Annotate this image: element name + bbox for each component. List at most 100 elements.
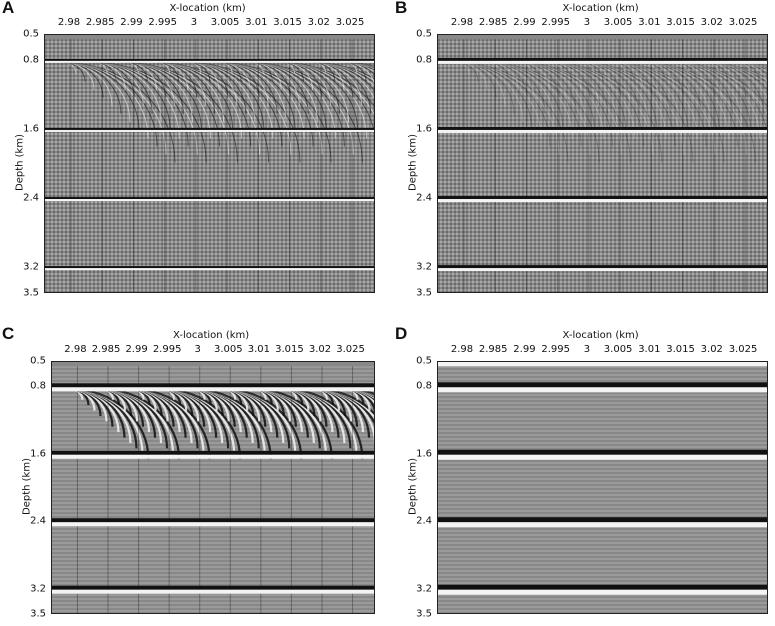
top-band bbox=[438, 362, 767, 367]
diffraction-arc bbox=[675, 62, 767, 107]
x-tick-label: 2.985 bbox=[478, 17, 508, 28]
reflector-light bbox=[438, 268, 767, 272]
reflector-dark bbox=[52, 383, 374, 388]
reflector-light bbox=[438, 199, 767, 203]
reflector-dark bbox=[438, 449, 767, 455]
texture bbox=[438, 362, 767, 613]
diffraction-arc bbox=[519, 62, 622, 155]
diffraction-arc bbox=[644, 62, 729, 139]
y-tick-label: 1.6 bbox=[416, 123, 432, 135]
diffraction-arc bbox=[488, 62, 600, 163]
reflector-light bbox=[438, 60, 767, 64]
seismic-image bbox=[44, 34, 375, 293]
x-tick-label: 3.015 bbox=[275, 344, 304, 355]
x-tick-label: 3.02 bbox=[700, 17, 723, 28]
diffraction-arc bbox=[738, 62, 767, 68]
diffraction-arc bbox=[613, 62, 698, 139]
diffraction-arc bbox=[488, 62, 573, 139]
diffraction-arc bbox=[581, 62, 667, 139]
y-tick-label: 3.2 bbox=[23, 261, 39, 273]
panel-label: C bbox=[2, 324, 15, 343]
x-tick-label: 2.995 bbox=[541, 17, 570, 28]
reflector-dark bbox=[438, 382, 767, 388]
diffraction-arc bbox=[613, 62, 689, 131]
x-tick-label: 3.005 bbox=[213, 344, 243, 355]
diffraction-arc bbox=[613, 62, 725, 163]
x-axis-title: X-location (km) bbox=[562, 3, 639, 14]
y-tick-label: 2.4 bbox=[416, 192, 432, 204]
diffraction-arc bbox=[706, 62, 767, 84]
diffraction-arc bbox=[519, 62, 631, 163]
panel-a: A X-location (km) Depth (km) 2.98 2.985 2.99 2… bbox=[0, 0, 385, 300]
panel-d: D X-location (km) Depth (km) 2.98 2.985 2.99 2… bbox=[393, 324, 775, 626]
panel-label: D bbox=[395, 324, 408, 343]
x-tick-label: 3.025 bbox=[336, 344, 365, 355]
diffraction-arc bbox=[519, 62, 604, 139]
diffraction-arc bbox=[188, 62, 301, 163]
reflector-light bbox=[52, 387, 374, 392]
diffraction-arc bbox=[63, 62, 176, 163]
reflector-light bbox=[45, 199, 374, 202]
y-tick-label: 3.5 bbox=[23, 287, 39, 299]
diffraction-arc bbox=[738, 62, 767, 68]
diffraction-arc bbox=[220, 62, 332, 163]
texture bbox=[45, 35, 374, 292]
seismic-image bbox=[437, 361, 768, 614]
x-tick-label: 3.015 bbox=[273, 17, 302, 28]
diffraction-arc bbox=[738, 62, 767, 69]
diffraction-arc bbox=[738, 62, 767, 67]
x-tick-label: 3 bbox=[583, 17, 591, 28]
y-tick-label: 3.5 bbox=[416, 287, 432, 299]
diffraction-arc bbox=[706, 62, 767, 81]
reflector-dark bbox=[52, 450, 374, 455]
x-tick-label: 3.01 bbox=[638, 17, 661, 28]
diffraction-arc bbox=[644, 62, 720, 131]
top-band bbox=[438, 35, 767, 40]
x-tick-label: 3.005 bbox=[603, 17, 633, 28]
reflector-dark bbox=[438, 517, 767, 523]
x-tick-label: 2.99 bbox=[513, 17, 536, 28]
diffraction-arc bbox=[738, 62, 767, 67]
x-tick-label: 3.005 bbox=[603, 344, 633, 355]
x-axis-title: X-location (km) bbox=[173, 330, 250, 341]
diffraction-arc bbox=[282, 62, 374, 107]
reflector-dark bbox=[438, 196, 767, 200]
y-tick-label: 2.4 bbox=[23, 192, 39, 204]
x-tick-label: 3.02 bbox=[307, 17, 330, 28]
reflector-light bbox=[45, 268, 374, 271]
x-tick-label: 2.995 bbox=[541, 344, 570, 355]
diffraction-arc bbox=[456, 62, 542, 139]
x-tick-label: 2.985 bbox=[91, 344, 121, 355]
seismic-image bbox=[51, 361, 375, 614]
reflector-light bbox=[52, 454, 374, 459]
diffraction-arc bbox=[581, 62, 658, 131]
y-tick-label: 3.2 bbox=[30, 583, 46, 595]
x-tick-label: 3.015 bbox=[666, 17, 695, 28]
reflector-light bbox=[45, 60, 374, 63]
panel-label: A bbox=[2, 0, 15, 17]
diffraction-arc bbox=[488, 62, 591, 155]
y-tick-label: 0.5 bbox=[30, 355, 46, 367]
x-tick-label: 3.01 bbox=[245, 17, 268, 28]
x-tick-label: 3.005 bbox=[210, 17, 240, 28]
reflector-light bbox=[438, 387, 767, 393]
reflector-light bbox=[52, 522, 374, 527]
reflector-dark bbox=[45, 127, 374, 130]
y-tick-label: 3.2 bbox=[416, 261, 432, 273]
reflector-dark bbox=[45, 58, 374, 61]
y-tick-label: 0.8 bbox=[416, 380, 432, 392]
diffraction-arc bbox=[550, 62, 636, 139]
diffraction-arc bbox=[345, 62, 374, 67]
reflector-light bbox=[438, 129, 767, 133]
x-tick-label: 3.01 bbox=[638, 344, 661, 355]
y-tick-label: 3.5 bbox=[30, 608, 46, 620]
x-axis-title: X-location (km) bbox=[562, 330, 639, 341]
diffraction-arc bbox=[550, 62, 627, 131]
diffraction-arc bbox=[675, 62, 761, 139]
diffraction-arc bbox=[550, 62, 663, 163]
x-tick-label: 3.025 bbox=[335, 17, 365, 28]
diffraction-arc bbox=[488, 62, 564, 131]
diffraction-arc bbox=[644, 62, 747, 155]
y-tick-label: 3.2 bbox=[416, 583, 432, 595]
y-tick-label: 0.5 bbox=[416, 28, 432, 40]
